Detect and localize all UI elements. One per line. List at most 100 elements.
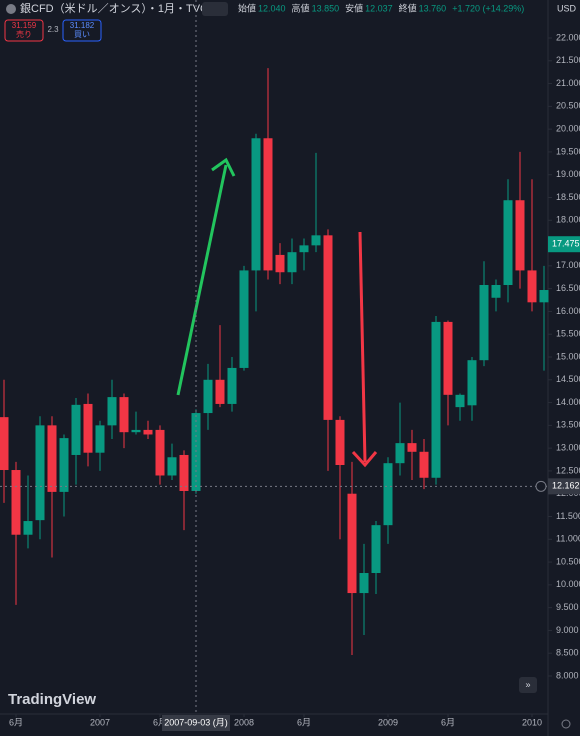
candle-body xyxy=(359,573,369,594)
x-tick-label: 6月 xyxy=(9,717,23,727)
candle-body xyxy=(239,270,249,368)
candle-body xyxy=(467,360,477,406)
candle-body xyxy=(143,429,153,435)
legend-label: 高値 xyxy=(292,2,310,13)
y-tick-label: 19.500 xyxy=(556,146,580,156)
candle-body xyxy=(407,443,417,452)
candle-body xyxy=(491,284,501,298)
candle-body xyxy=(479,284,489,361)
arrow-head xyxy=(211,157,236,177)
candle-body xyxy=(107,397,117,426)
y-tick-label: 21.500 xyxy=(556,55,580,65)
candle-body xyxy=(47,425,57,492)
sell-price: 31.159 xyxy=(12,21,37,30)
crosshair-date: 2007-09-03 (月) xyxy=(164,717,228,727)
candle-body xyxy=(431,321,441,478)
legend-value: 12.037 xyxy=(365,3,393,13)
y-tick-label: 18.000 xyxy=(556,215,580,225)
candle-body xyxy=(383,463,393,526)
y-tick-label: 10.500 xyxy=(556,556,580,566)
legend-label: 始値 xyxy=(238,2,256,13)
arrow xyxy=(358,231,367,463)
last-price-box xyxy=(548,236,580,253)
y-tick-label: 14.000 xyxy=(556,397,580,407)
add-button xyxy=(535,480,547,492)
candle-body xyxy=(155,429,165,476)
last-price: 17.475 xyxy=(552,239,580,249)
y-tick-label: 9.000 xyxy=(556,625,579,635)
spread: 2.3 xyxy=(47,25,59,34)
candle-body xyxy=(23,521,33,535)
y-tick-label: 20.500 xyxy=(556,101,580,111)
x-tick-label: 2007 xyxy=(90,717,110,727)
symbol-icon xyxy=(6,4,16,14)
y-tick-label: 11.000 xyxy=(556,534,580,544)
candle-body xyxy=(95,425,105,453)
y-tick-label: 21.000 xyxy=(556,78,580,88)
candle-body xyxy=(311,235,321,246)
y-tick-label: 8.000 xyxy=(556,670,579,680)
candle-body xyxy=(395,443,405,464)
y-tick-label: 22.000 xyxy=(556,32,580,42)
candle-body xyxy=(35,425,45,521)
sell-label: 売り xyxy=(16,29,32,39)
scroll-button[interactable] xyxy=(519,677,537,693)
y-tick-label: 12.500 xyxy=(556,465,580,475)
y-tick-label: 8.500 xyxy=(556,648,579,658)
y-tick-label: 16.000 xyxy=(556,306,580,316)
candle-body xyxy=(83,403,93,453)
buy-button[interactable] xyxy=(62,19,102,42)
candle-body xyxy=(215,379,225,404)
candle-body xyxy=(335,419,345,466)
x-tick-label: 2009 xyxy=(378,717,398,727)
y-tick-label: 14.500 xyxy=(556,374,580,384)
candle-body xyxy=(263,138,273,271)
candle-body xyxy=(515,200,525,271)
currency[interactable]: USD xyxy=(557,3,577,13)
candle-body xyxy=(443,321,453,395)
brand-logo: TradingView xyxy=(8,691,96,708)
chart-title: 銀CFD（米ドル／オンス）・1月・TVC xyxy=(20,1,208,15)
candle-body xyxy=(71,404,81,455)
buy-label: 買い xyxy=(74,30,90,39)
settings-icon[interactable] xyxy=(561,719,571,729)
candle-body xyxy=(299,245,309,253)
candle-body xyxy=(503,200,513,285)
candle-body xyxy=(527,270,537,303)
x-tick-label: 6月 xyxy=(441,717,455,727)
arrow-head xyxy=(351,450,378,468)
arrow xyxy=(176,164,228,396)
candle-body xyxy=(191,413,201,491)
y-tick-label: 11.500 xyxy=(556,511,580,521)
candle-body xyxy=(167,457,177,476)
legend-label: 終値 xyxy=(399,2,417,13)
candle-body xyxy=(419,451,429,478)
x-tick-label: 2010 xyxy=(522,717,542,727)
scroll-icon: » xyxy=(525,679,530,689)
y-tick-label: 17.000 xyxy=(556,260,580,270)
candle-body xyxy=(119,397,129,433)
y-tick-label: 15.500 xyxy=(556,329,580,339)
candle-body xyxy=(347,493,357,594)
legend-value: 13.760 xyxy=(419,3,447,13)
crosshair-date-box xyxy=(162,715,230,731)
candle-body xyxy=(371,525,381,574)
candle-body xyxy=(179,454,189,491)
candle-body xyxy=(11,470,21,535)
toggle[interactable] xyxy=(202,2,228,16)
x-tick-label: 6月 xyxy=(297,717,311,727)
sell-button[interactable] xyxy=(4,19,44,42)
legend-value: +1.720 (+14.29%) xyxy=(452,3,524,13)
x-tick-label: 6月 xyxy=(153,717,167,727)
candle-body xyxy=(251,138,261,271)
candle-body xyxy=(539,290,549,303)
candle-body xyxy=(275,254,285,273)
candle-body xyxy=(323,235,333,420)
x-tick-label: 2008 xyxy=(234,717,254,727)
y-tick-label: 13.500 xyxy=(556,420,580,430)
y-tick-label: 18.500 xyxy=(556,192,580,202)
y-tick-label: 13.000 xyxy=(556,443,580,453)
candle-body xyxy=(59,438,69,492)
